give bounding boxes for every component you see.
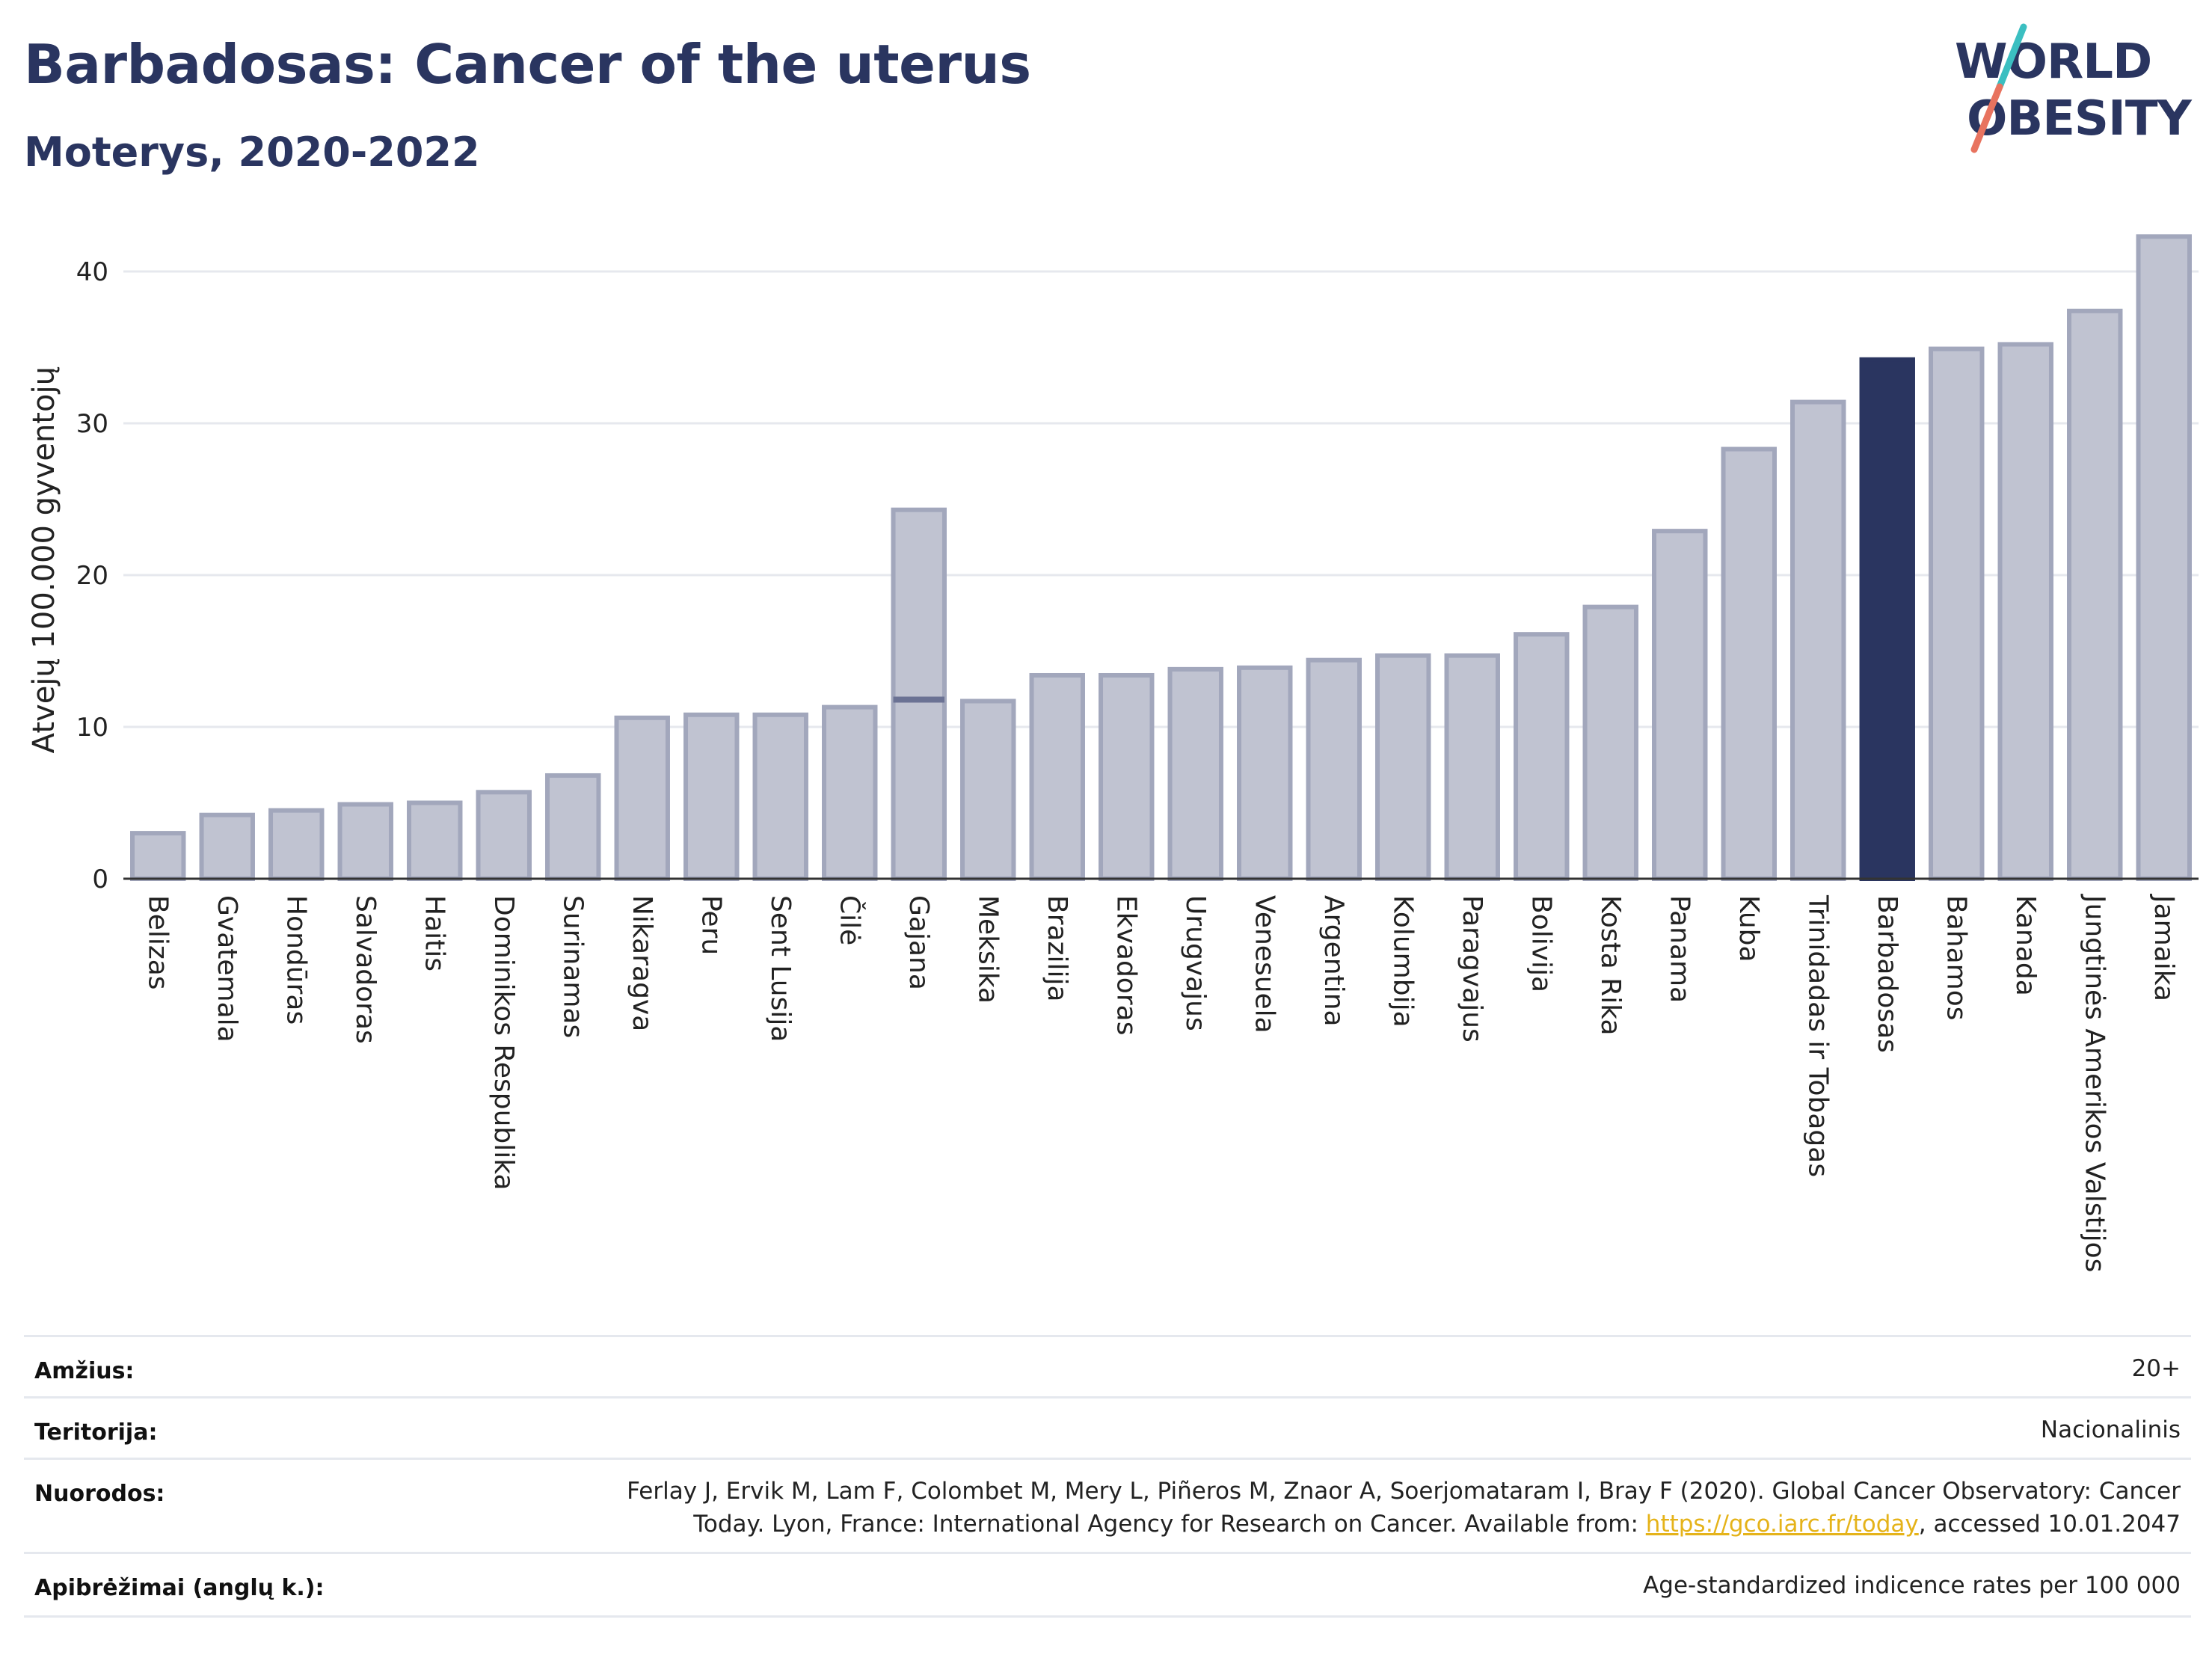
bar-Peru <box>683 712 740 882</box>
info-row-references: Nuorodos: Ferlay J, Ervik M, Lam F, Colo… <box>24 1458 2191 1553</box>
bar-Barbadosas <box>1859 357 1915 881</box>
reference-line-1: Ferlay J, Ervik M, Lam F, Colombet M, Me… <box>627 1478 2181 1505</box>
x-tick-label: Urugvajus <box>1180 895 1211 1031</box>
bar-Salvadoras <box>337 802 393 882</box>
x-tick-label: Čilė <box>834 895 865 945</box>
info-label: Nuorodos: <box>34 1481 165 1507</box>
bar-Dominikos Respublika <box>476 790 532 882</box>
svg-text:WORLD: WORLD <box>1955 34 2151 90</box>
y-tick-label: 0 <box>92 865 108 894</box>
info-label: Apibrėžimai (anglų k.): <box>34 1575 325 1601</box>
x-tick-label: Kanada <box>2010 895 2041 996</box>
bar-Hondūras <box>268 808 325 882</box>
x-tick-label: Ekvadoras <box>1110 895 1141 1035</box>
info-table: Amžius: 20+ Teritorija: Nacionalinis Nuo… <box>24 1335 2191 1619</box>
bar-Belizas <box>130 831 186 881</box>
x-tick-label: Gvatemala <box>212 895 242 1043</box>
bar-Meksika <box>960 698 1016 881</box>
bar-Venesuela <box>1237 665 1293 882</box>
y-tick-label: 30 <box>76 409 108 439</box>
info-label: Teritorija: <box>34 1419 158 1446</box>
info-value-references: Ferlay J, Ervik M, Lam F, Colombet M, Me… <box>627 1475 2181 1541</box>
info-value: 20+ <box>2131 1355 2181 1382</box>
bar-Argentina <box>1306 657 1362 881</box>
bar-Kuba <box>1721 446 1777 881</box>
page-title: Barbadosas: Cancer of the uterus <box>24 33 1031 96</box>
x-tick-label: Trinidadas ir Tobagas <box>1802 894 1833 1177</box>
x-tick-label: Belizas <box>142 895 173 990</box>
reference-text: Today. Lyon, France: International Agenc… <box>693 1511 1646 1538</box>
x-tick-label: Panama <box>1664 895 1695 1003</box>
x-tick-label: Jamaika <box>2148 894 2179 1001</box>
bar-Ekvadoras <box>1099 672 1155 881</box>
bar-Kanada <box>1997 342 2053 881</box>
x-tick-label: Kosta Rika <box>1595 895 1626 1036</box>
info-row-definitions: Apibrėžimai (anglų k.): Age-standardized… <box>24 1552 2191 1618</box>
bar-Haitis <box>407 800 463 881</box>
x-tick-label: Dominikos Respublika <box>488 895 519 1191</box>
x-tick-label: Haitis <box>419 895 449 971</box>
y-axis-label: Atvejų 100.000 gyventojų <box>27 366 61 753</box>
world-obesity-logo: WORLD OBESITY <box>1955 23 2193 153</box>
x-tick-label: Salvadoras <box>350 895 381 1044</box>
bar-chart: 0 10 20 30 40 Atvejų 100.000 gyventojų Belizas… <box>27 234 2199 1272</box>
x-tick-label: Bolivija <box>1526 895 1556 992</box>
bar-Urugvajus <box>1167 666 1223 881</box>
info-label: Amžius: <box>34 1358 135 1384</box>
reference-line-2: Today. Lyon, France: International Agenc… <box>627 1508 2181 1541</box>
bar-Surinamas <box>545 773 601 881</box>
x-tick-label: Kolumbija <box>1387 895 1418 1028</box>
bar-Kosta Rika <box>1582 604 1638 881</box>
info-row-age: Amžius: 20+ <box>24 1335 2191 1397</box>
info-row-territory: Teritorija: Nacionalinis <box>24 1396 2191 1458</box>
info-value: Nacionalinis <box>2040 1416 2181 1443</box>
info-value: Age-standardized indicence rates per 100… <box>1643 1572 2181 1599</box>
bar-Sent Lusija <box>752 712 808 882</box>
x-tick-label: Sent Lusija <box>765 895 796 1042</box>
bar-Gajana <box>891 507 947 882</box>
x-tick-label: Meksika <box>972 895 1003 1004</box>
bar-Čilė <box>822 704 878 881</box>
x-tick-label: Surinamas <box>557 895 588 1038</box>
bar-Paragvajus <box>1444 653 1500 882</box>
x-tick-label: Nikaragva <box>627 895 657 1031</box>
bar-Jungtinės Amerikos Valstijos <box>2067 308 2123 881</box>
bar-Kolumbija <box>1375 653 1431 882</box>
bar-Nikaragva <box>614 715 670 881</box>
x-tick-label: Hondūras <box>280 895 311 1025</box>
x-tick-label: Gajana <box>903 895 934 990</box>
x-tick-label: Brazilija <box>1042 895 1072 1002</box>
bar-Gvatemala <box>199 812 255 881</box>
x-tick-label: Venesuela <box>1249 895 1279 1034</box>
svg-text:OBESITY: OBESITY <box>1967 91 2192 147</box>
x-tick-label: Peru <box>695 895 726 955</box>
x-tick-label: Bahamos <box>1941 895 1971 1020</box>
page-subtitle: Moterys, 2020-2022 <box>24 129 480 176</box>
x-tick-label: Barbadosas <box>1872 895 1902 1053</box>
x-tick-label: Paragvajus <box>1457 895 1487 1043</box>
x-tick-label: Jungtinės Amerikos Valstijos <box>2079 894 2110 1272</box>
bar-Panama <box>1652 529 1708 881</box>
bar-Jamaika <box>2136 234 2192 881</box>
x-tick-label: Kuba <box>1733 895 1764 962</box>
y-tick-label: 10 <box>76 713 108 743</box>
y-tick-label: 40 <box>76 257 108 287</box>
y-tick-label: 20 <box>76 561 108 591</box>
bar-Bahamos <box>1929 346 1985 881</box>
x-tick-label: Argentina <box>1318 895 1349 1027</box>
bar-Bolivija <box>1514 632 1570 881</box>
bar-Brazilija <box>1029 672 1085 881</box>
bar-Trinidadas ir Tobagas <box>1790 399 1846 881</box>
reference-accessed: , accessed 10.01.2047 <box>1918 1511 2181 1538</box>
reference-link[interactable]: https://gco.iarc.fr/today <box>1645 1511 1919 1538</box>
